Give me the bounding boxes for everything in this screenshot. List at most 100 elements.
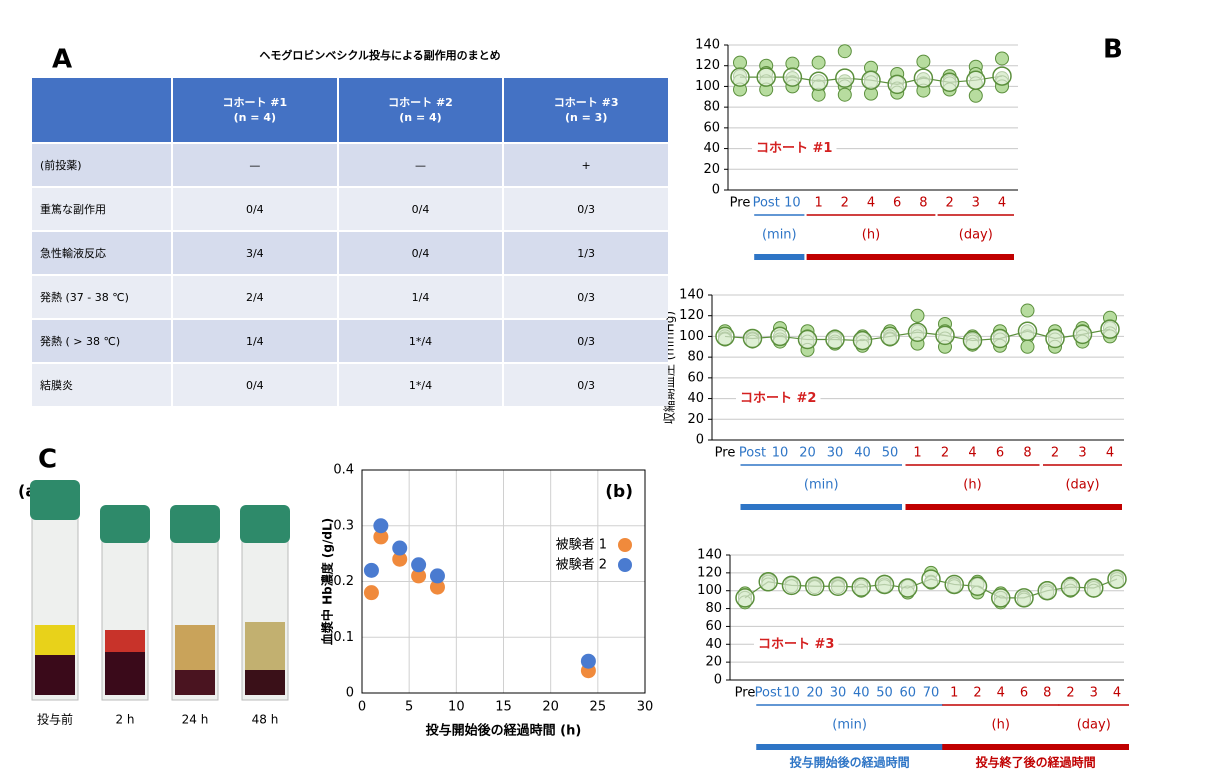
legend-label: 被験者 2 (556, 558, 607, 573)
mean-marker (967, 576, 988, 596)
y-tick-label: 0 (346, 686, 354, 701)
subject-point (837, 87, 852, 102)
point (411, 568, 427, 584)
header-cell: コホート #3 (n = 3) (504, 78, 668, 142)
period-caption: 投与開始後の経過時間 (790, 755, 910, 770)
subject-point (1020, 339, 1035, 354)
period-bar (756, 744, 943, 750)
photo-label: 48 h (252, 713, 279, 727)
table-cell: 0/3 (504, 276, 668, 318)
table-row: 発熱 ( > 38 ℃) 1/4 1*/4 0/3 (32, 320, 668, 362)
x-tick-label: 25 (590, 700, 607, 715)
group-label: (h) (862, 228, 880, 243)
tube (30, 480, 80, 701)
y-tick-label: 60 (687, 370, 704, 385)
x-tick-label: 1 (950, 686, 958, 701)
legend-marker (618, 558, 632, 572)
group-label: (min) (762, 228, 797, 243)
group-label: (min) (804, 478, 839, 493)
x-tick-label: 50 (876, 686, 893, 701)
table-cell: 3/4 (173, 232, 337, 274)
x-tick-label: 8 (1043, 686, 1051, 701)
x-tick-label: 10 (448, 700, 465, 715)
title-bg (752, 139, 837, 158)
period-bar (942, 744, 1129, 750)
mean-marker (939, 72, 960, 93)
header-text: コホート #2 (388, 96, 453, 109)
mean-marker (880, 326, 900, 347)
mean-marker (907, 322, 928, 343)
period-bar (806, 254, 1014, 260)
panel-label: A (52, 45, 72, 75)
group-label: (h) (963, 478, 981, 493)
tube (240, 505, 290, 701)
table-cell: 1*/4 (338, 364, 503, 406)
mean-marker (828, 576, 848, 596)
group-label: (h) (992, 718, 1010, 733)
panel-label: B (1103, 35, 1123, 65)
x-tick-label: 10 (784, 196, 801, 211)
table-row: 結膜炎 0/4 1*/4 0/3 (32, 364, 668, 406)
table-cell: 2/4 (173, 276, 337, 318)
y-tick-label: 120 (695, 58, 720, 73)
mean-marker (770, 326, 790, 347)
table-cell: 0/3 (504, 188, 668, 230)
table-cell: 1/3 (504, 232, 668, 274)
group-label: (day) (1065, 478, 1099, 493)
mean-marker (1107, 569, 1127, 589)
x-tick-label: 2 (841, 196, 849, 211)
x-tick-label: 6 (1020, 686, 1028, 701)
annotation: (b) (605, 482, 633, 502)
y-tick-label: 120 (697, 565, 722, 580)
mean-marker (887, 74, 907, 95)
y-tick-label: 0.1 (333, 630, 354, 645)
x-tick-label: 30 (637, 700, 654, 715)
x-tick-label: Post (739, 446, 766, 461)
mean-marker (742, 328, 763, 349)
point (363, 585, 379, 601)
row-label: 発熱 (37 - 38 ℃) (32, 276, 171, 318)
x-tick-label: Post (753, 196, 780, 211)
header-text: コホート #3 (553, 96, 619, 109)
x-tick-label: 10 (783, 686, 800, 701)
x-tick-label: 40 (854, 446, 871, 461)
x-tick-label: 40 (853, 686, 870, 701)
x-tick-label: 50 (882, 446, 899, 461)
x-tick-label: 30 (830, 686, 847, 701)
mean-marker (835, 68, 855, 88)
point (429, 579, 445, 595)
x-tick-label: 1 (814, 196, 822, 211)
y-tick-label: 0.4 (333, 463, 354, 478)
x-tick-label: 3 (1078, 446, 1086, 461)
subject-point (968, 88, 983, 103)
table-cell: — (338, 144, 503, 186)
y-tick-label: 20 (703, 162, 720, 177)
mean-marker (898, 578, 918, 598)
y-tick-label: 60 (705, 619, 722, 634)
chart-title: コホート #2 (740, 391, 816, 406)
x-tick-label: 10 (772, 446, 789, 461)
header-cell: コホート #2 (n = 4) (338, 78, 503, 142)
mean-marker (913, 68, 934, 88)
mean-marker (782, 67, 803, 87)
row-label: (前投薬) (32, 144, 171, 186)
period-bar (754, 254, 805, 260)
mean-marker (1084, 578, 1104, 598)
point (373, 529, 389, 545)
mean-marker (991, 588, 1011, 608)
y-tick-label: 0 (714, 673, 722, 688)
subject-point (733, 55, 747, 70)
mean-marker (1014, 588, 1034, 608)
table-row: 発熱 (37 - 38 ℃) 2/4 1/4 0/3 (32, 276, 668, 318)
y-tick-label: 0.2 (333, 574, 354, 589)
y-tick-label: 80 (687, 350, 704, 365)
y-tick-label: 0.3 (333, 518, 354, 533)
x-tick-label: 3 (1090, 686, 1098, 701)
header-cell: コホート #1 (n = 4) (173, 78, 337, 142)
table-cell: + (504, 144, 668, 186)
row-label: 重篤な副作用 (32, 188, 171, 230)
tube (100, 505, 150, 701)
period-bar (740, 504, 902, 510)
mean-marker (1072, 324, 1093, 345)
photo-label: 投与前 (37, 712, 73, 727)
